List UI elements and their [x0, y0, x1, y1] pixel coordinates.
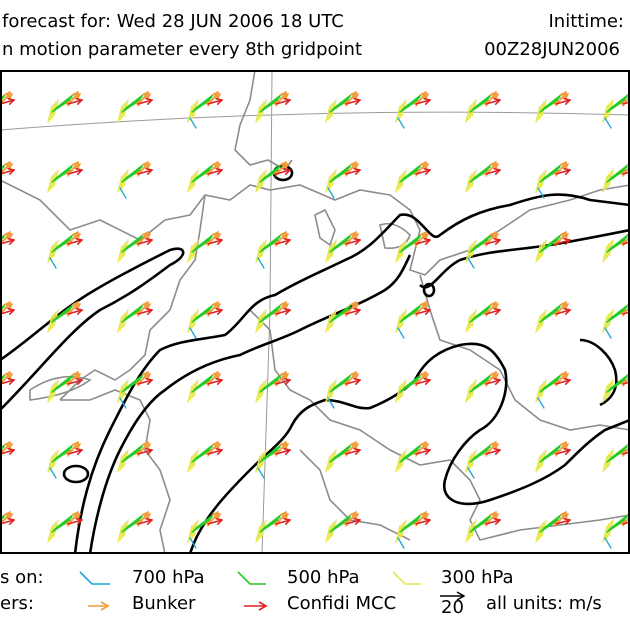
parameter-subtitle: n motion parameter every 8th gridpoint: [2, 39, 362, 60]
wind-glyph: [47, 301, 83, 333]
wind-glyph: [255, 511, 291, 543]
wind-glyph: [465, 91, 501, 123]
wind-glyph: [47, 161, 83, 193]
legend-500-hpa-swatch: [237, 571, 266, 585]
wind-glyph: [535, 301, 571, 333]
inittime-label: Inittime:: [548, 11, 624, 32]
wind-glyph: [465, 371, 501, 403]
wind-glyph: [395, 511, 431, 549]
wind-glyph: [187, 441, 223, 473]
wind-glyph: [255, 91, 291, 123]
wind-glyph: [255, 231, 291, 269]
wind-glyph: [187, 231, 223, 263]
wind-glyph: [325, 161, 361, 199]
wind-glyph: [602, 232, 630, 263]
inittime-value: 00Z28JUN2006: [484, 39, 620, 60]
wind-glyph: [187, 161, 223, 193]
wind-glyph: [47, 511, 83, 543]
wind-glyph: [465, 301, 501, 333]
wind-glyph: [395, 371, 431, 403]
legend-scale-value: 20: [441, 597, 464, 618]
legend-label-confidi: Confidi MCC: [287, 593, 397, 614]
wind-glyph: [465, 231, 501, 269]
wind-glyph: [535, 231, 571, 263]
wind-glyph: [325, 91, 361, 123]
legend-label-bunker: Bunker: [132, 593, 196, 614]
legend-label-500: 500 hPa: [287, 567, 360, 588]
wind-glyph: [47, 441, 83, 479]
wind-glyph: [465, 161, 501, 193]
wind-glyph: [325, 371, 361, 409]
map-panel: [0, 70, 630, 554]
legend-bunker-arrow: [88, 601, 110, 611]
legend-units: all units: m/s: [486, 593, 602, 614]
wind-glyph: [535, 91, 571, 123]
wind-glyph: [255, 441, 291, 479]
legend-confidi-arrow: [244, 601, 268, 611]
wind-glyph: [0, 231, 15, 247]
wind-glyph: [325, 301, 361, 333]
wind-glyph: [535, 511, 571, 543]
wind-glyph: [117, 231, 153, 263]
legend-symbols: [79, 571, 466, 611]
wind-glyph: [395, 301, 431, 339]
forecast-title: forecast for: Wed 28 JUN 2006 18 UTC: [2, 11, 344, 32]
wind-glyph: [47, 371, 83, 403]
wind-glyph: [117, 441, 153, 473]
contour-lines: [0, 164, 630, 554]
wind-glyph: [602, 372, 630, 403]
legend-700-hpa-swatch: [79, 571, 110, 585]
wind-glyph: [535, 161, 571, 199]
wind-glyph: [47, 91, 83, 123]
wind-glyph: [535, 371, 571, 409]
wind-glyph: [117, 371, 153, 409]
wind-glyph: [465, 511, 501, 543]
wind-glyph: [117, 301, 153, 333]
wind-glyph: [255, 301, 291, 333]
wind-glyph: [187, 511, 223, 549]
map-frame: [0, 70, 630, 554]
wind-glyph: [535, 441, 571, 473]
wind-glyph: [325, 441, 361, 473]
wind-glyph: [47, 231, 83, 269]
wind-glyph: [117, 161, 153, 199]
wind-glyph: [395, 231, 431, 263]
wind-glyph: [395, 441, 431, 473]
wind-glyph: [0, 511, 15, 527]
wind-glyph: [325, 231, 361, 263]
wind-glyph: [187, 91, 223, 129]
wind-glyph: [255, 161, 291, 193]
wind-glyph: [465, 441, 501, 479]
wind-glyph: [117, 511, 153, 543]
wind-glyph: [395, 91, 431, 129]
legend-label-300: 300 hPa: [441, 567, 514, 588]
legend-300-hpa-swatch: [392, 571, 421, 585]
legend-label-700: 700 hPa: [132, 567, 205, 588]
wind-glyph: [255, 371, 291, 403]
wind-glyph: [117, 91, 153, 123]
wind-glyph: [395, 161, 431, 193]
wind-glyph: [325, 511, 361, 543]
wind-glyph: [187, 371, 223, 403]
legend-scale-arrow: [440, 591, 466, 601]
legend-prefix-levels: s on:: [0, 567, 44, 588]
legend-prefix-vectors: ers:: [0, 593, 34, 614]
wind-glyph: [187, 301, 223, 339]
